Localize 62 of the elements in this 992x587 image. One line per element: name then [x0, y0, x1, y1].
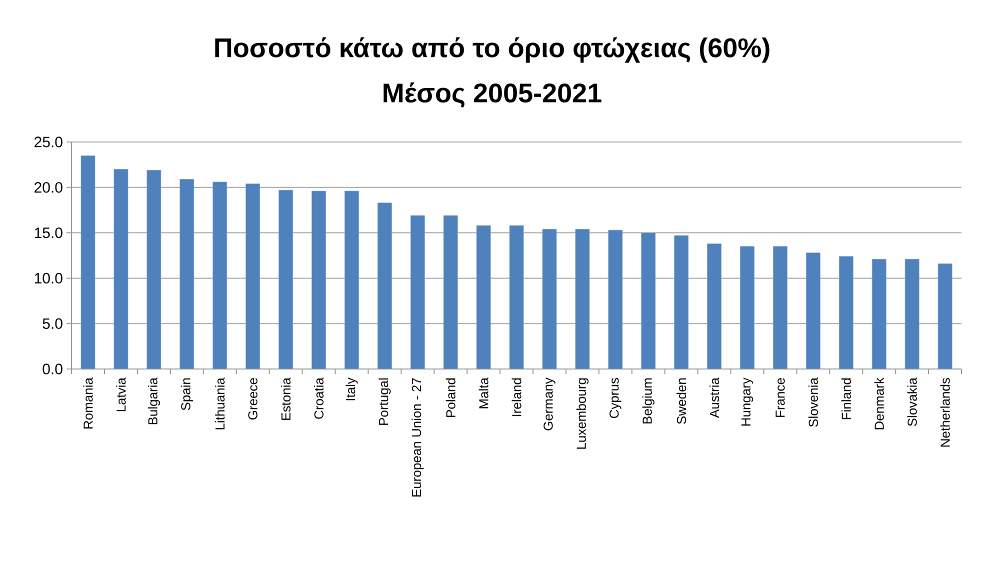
y-tick-label: 5.0: [42, 318, 62, 329]
bar: [278, 190, 293, 369]
bar: [608, 230, 623, 369]
bar: [443, 215, 458, 369]
x-tick-label: Estonia: [281, 378, 291, 420]
x-tick-label: Belgium: [642, 378, 654, 424]
x-tick-label: Romania: [83, 378, 93, 428]
bar: [740, 246, 754, 369]
bar: [180, 179, 194, 369]
x-tick-label: Netherlands: [940, 378, 950, 447]
x-tick-label: Austria: [710, 378, 720, 418]
bar: [542, 228, 557, 369]
bar: [707, 243, 722, 369]
bar: [410, 215, 425, 369]
bar: [509, 225, 524, 369]
x-tick-label: Lithuania: [215, 378, 225, 430]
x-tick-label: Luxembourg: [576, 378, 589, 449]
bar: [476, 225, 491, 369]
bar: [641, 232, 656, 369]
chart-subtitle: Μέσος 2005-2021: [384, 82, 602, 108]
bar: [212, 182, 228, 369]
x-tick-label: Hungary: [741, 378, 754, 426]
x-tick-label: Poland: [446, 378, 456, 417]
x-tick-label: Croatia: [314, 378, 324, 419]
x-tick-label: Bulgaria: [148, 378, 160, 424]
x-tick-label: Slovenia: [808, 378, 818, 427]
bar: [80, 155, 96, 369]
bar: [938, 263, 952, 369]
y-tick-label: 25.0: [34, 136, 62, 148]
bar: [838, 256, 854, 369]
x-tick-label: Spain: [180, 378, 193, 410]
x-tick-label: European Union - 27: [412, 378, 424, 496]
x-tick-label: Portugal: [378, 378, 391, 425]
bar: [377, 202, 392, 369]
x-tick-label: Denmark: [874, 378, 884, 430]
x-tick-label: Italy: [346, 378, 358, 400]
y-tick-label: 15.0: [34, 227, 62, 238]
x-tick-label: Slovakia: [907, 378, 917, 426]
bar: [312, 190, 326, 369]
bar: [344, 190, 359, 369]
bar: [806, 252, 820, 369]
chart-title: Ποσοστό κάτω από το όριο φτώχειας (60%): [215, 37, 770, 63]
bar: [146, 170, 162, 369]
bar: [904, 258, 920, 369]
bar: [575, 228, 590, 369]
y-tick-label: 20.0: [34, 182, 62, 193]
bar: [674, 235, 689, 369]
x-tick-label: Cyprus: [610, 378, 622, 418]
bar: [114, 169, 128, 369]
x-tick-label: Latvia: [116, 378, 126, 412]
x-tick-label: Malta: [478, 378, 488, 408]
x-tick-label: France: [776, 378, 785, 417]
x-tick-label: Ireland: [512, 378, 522, 416]
x-tick-label: Finland: [841, 378, 851, 420]
x-tick-label: Sweden: [676, 378, 686, 424]
bar: [872, 258, 886, 369]
x-tick-label: Greece: [248, 378, 258, 420]
y-tick-label: 10.0: [34, 272, 62, 284]
x-tick-label: Germany: [544, 378, 556, 430]
y-tick-label: 0.0: [42, 364, 62, 374]
bar: [773, 246, 788, 369]
bar: [246, 184, 260, 369]
